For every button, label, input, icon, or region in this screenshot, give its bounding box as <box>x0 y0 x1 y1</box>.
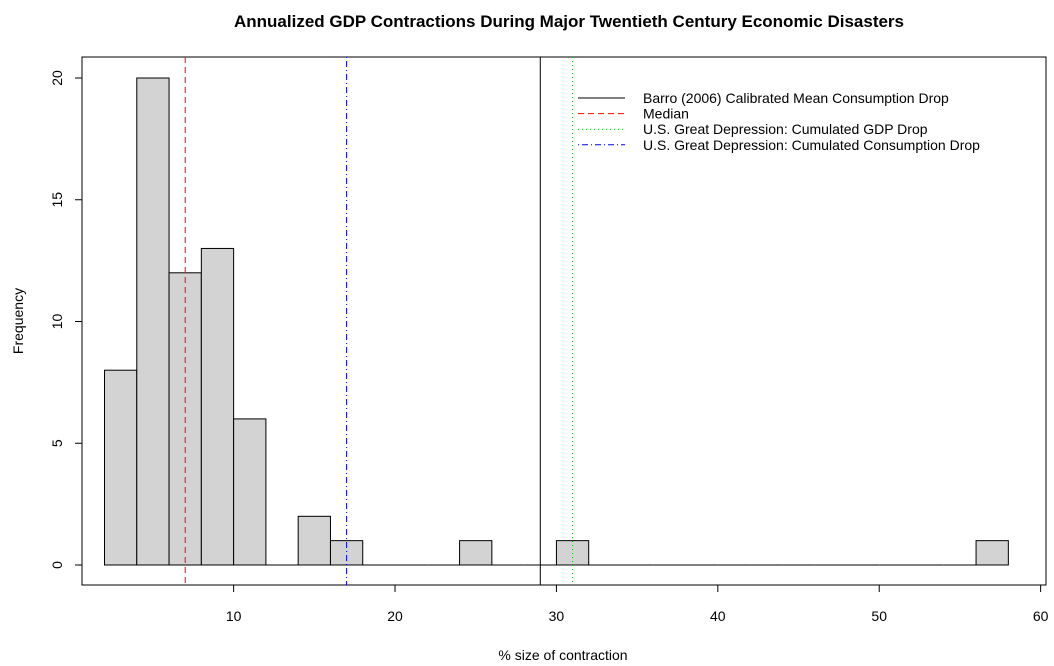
legend-entry-label: U.S. Great Depression: Cumulated GDP Dro… <box>643 121 928 137</box>
x-tick-label: 10 <box>226 608 242 624</box>
legend-entry-label: Barro (2006) Calibrated Mean Consumption… <box>643 90 949 106</box>
y-axis-label: Frequency <box>10 288 26 354</box>
histogram-bar <box>975 540 1009 566</box>
y-tick-label: 5 <box>49 439 65 447</box>
histogram-bar <box>104 369 138 566</box>
legend-entry-label: Median <box>643 106 689 122</box>
y-tick-label: 15 <box>49 192 65 208</box>
histogram-bar <box>459 540 493 566</box>
y-axis: 0 5 10 15 20 <box>49 70 83 569</box>
x-tick-label: 60 <box>1033 608 1049 624</box>
reference-lines <box>184 57 574 585</box>
legend-entry-label: U.S. Great Depression: Cumulated Consump… <box>643 137 980 153</box>
x-tick-label: 50 <box>871 608 887 624</box>
histogram-bar <box>233 418 267 566</box>
x-axis-label: % size of contraction <box>498 647 627 661</box>
chart-title: Annualized GDP Contractions During Major… <box>234 12 904 31</box>
y-tick-label: 20 <box>49 70 65 86</box>
y-tick-label: 0 <box>49 561 65 569</box>
histogram-bar <box>555 540 590 566</box>
x-tick-label: 20 <box>387 608 403 624</box>
x-tick-label: 30 <box>549 608 565 624</box>
x-tick-label: 40 <box>710 608 726 624</box>
legend: Barro (2006) Calibrated Mean Consumption… <box>578 90 980 153</box>
x-axis: 10 20 30 40 50 60 <box>226 584 1049 624</box>
y-tick-label: 10 <box>49 314 65 330</box>
histogram-bar <box>200 247 235 566</box>
histogram-bar <box>136 77 170 566</box>
histogram-bar <box>297 515 331 566</box>
